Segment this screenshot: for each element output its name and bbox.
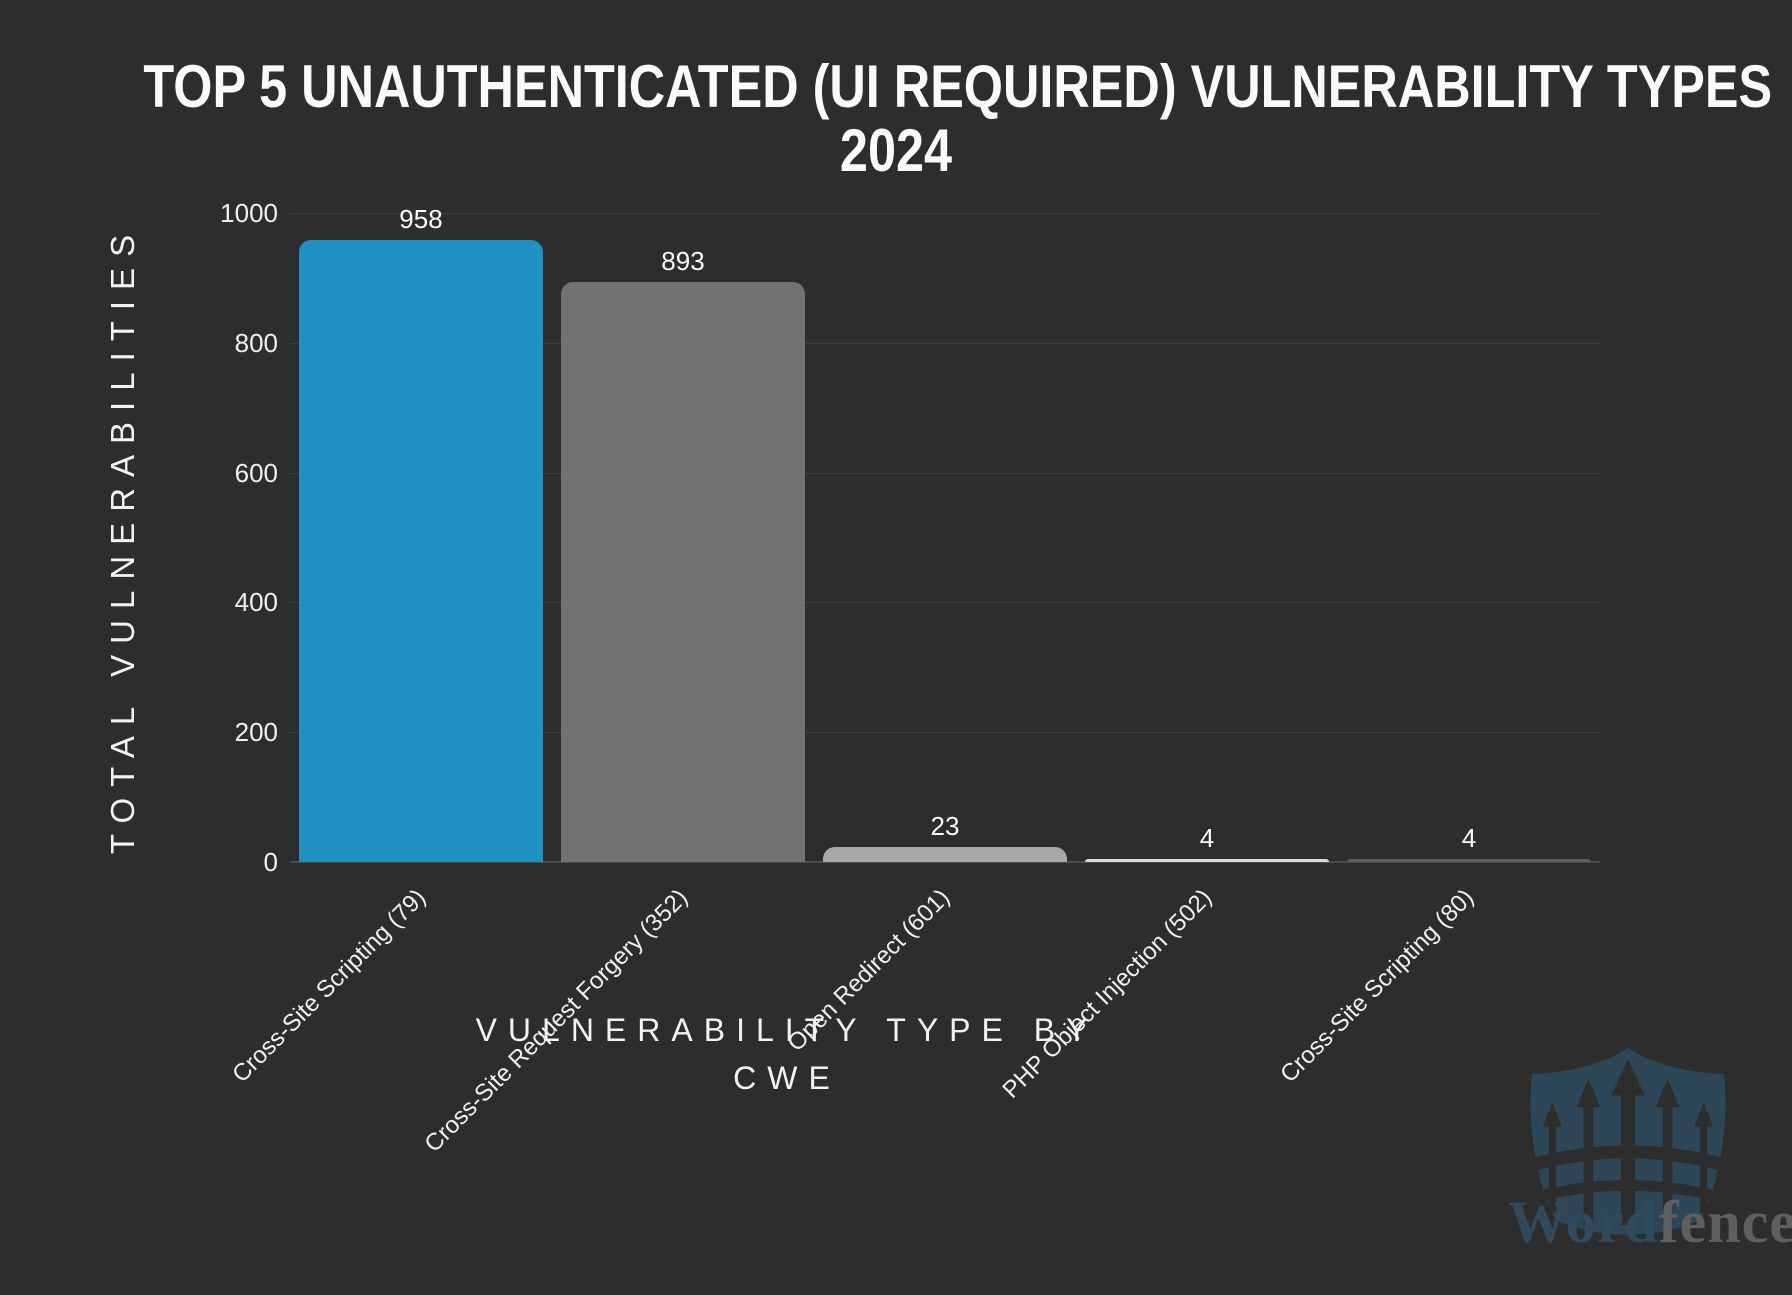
gridline-y-600 (290, 472, 1600, 474)
wordmark-fence: fence (1658, 1189, 1792, 1255)
wordfence-wordmark: Wordfence® (1508, 1188, 1792, 1257)
y-tick-label-0: 0 (263, 847, 278, 877)
bar-cross-site-scripting-80 (1347, 859, 1591, 862)
bar-value-label: 958 (399, 204, 443, 234)
bar-value-label: 23 (930, 811, 960, 841)
chart-title-line-1: TOP 5 UNAUTHENTICATED (UI REQUIRED) VULN… (143, 53, 1773, 120)
bar-cross-site-scripting-79 (299, 240, 543, 862)
bar-php-object-injection-502 (1085, 859, 1329, 862)
y-tick-label-800: 800 (234, 327, 278, 358)
y-tick-label-200: 200 (234, 717, 278, 748)
bar-value-label: 893 (661, 246, 705, 276)
gridline-y-200 (290, 732, 1600, 734)
bar-value-label: 4 (1199, 823, 1215, 853)
gridline-y-800 (290, 342, 1600, 344)
y-tick-label-1000: 1000 (220, 198, 278, 228)
wordmark-word: Word (1508, 1189, 1659, 1255)
x-axis-title-line-2: CWE (733, 1060, 841, 1096)
chart-title-line-2: 2024 (839, 117, 953, 184)
gridline-y-400 (290, 602, 1600, 604)
y-tick-label-400: 400 (234, 587, 278, 618)
x-axis-title-line-1: VULNERABILITY TYPE BY (475, 1012, 1099, 1048)
y-tick-label-600: 600 (234, 457, 278, 488)
gridline-y-1000 (290, 213, 1600, 214)
wordfence-shield-icon (1530, 1047, 1726, 1235)
bar-open-redirect-601 (823, 847, 1067, 862)
x-axis-baseline (290, 861, 1600, 863)
y-axis-title: TOTAL VULNERABILITIES (104, 223, 141, 855)
bar-value-label: 4 (1461, 823, 1477, 853)
bar-cross-site-request-forgery-352 (561, 282, 805, 862)
